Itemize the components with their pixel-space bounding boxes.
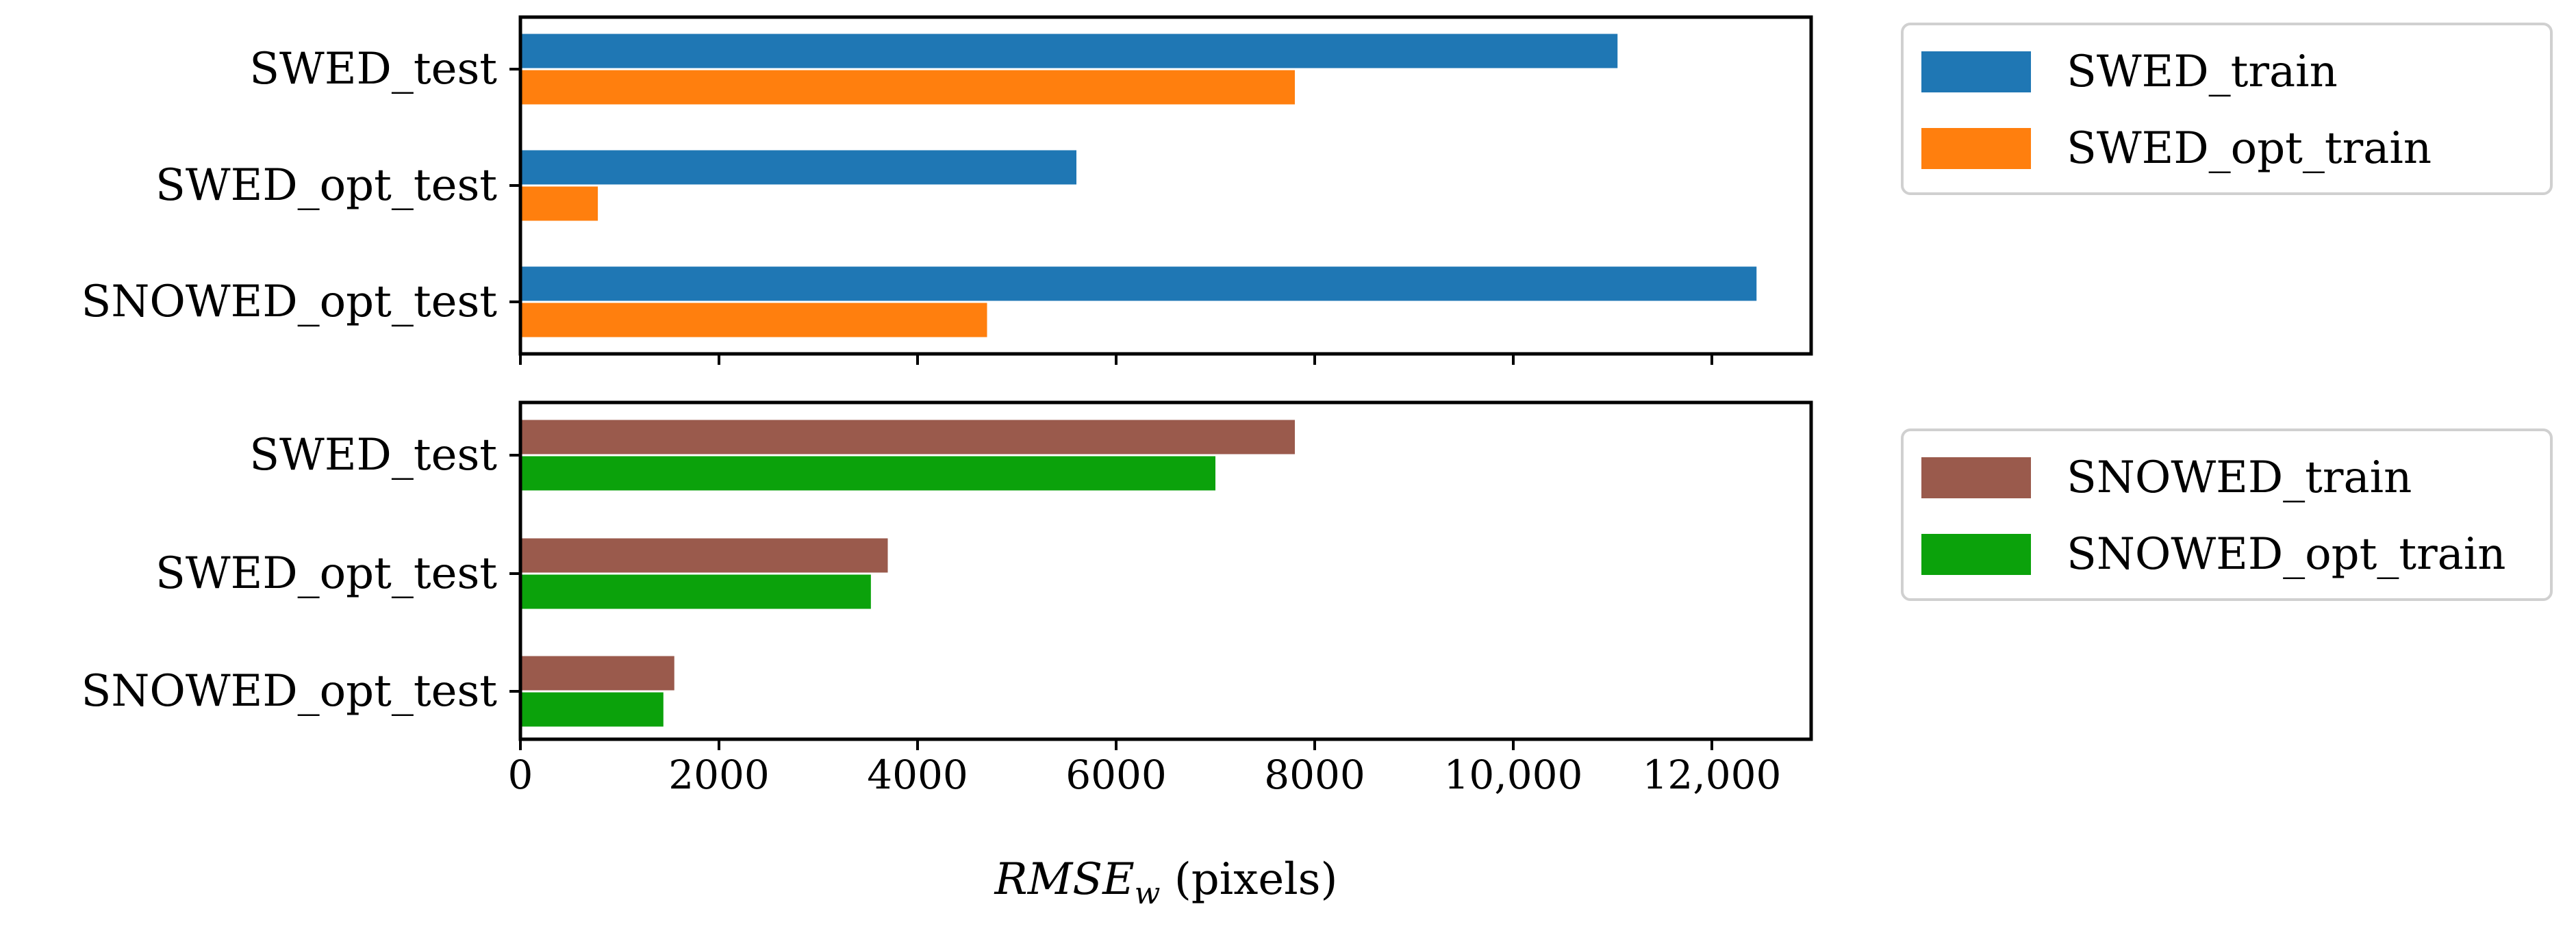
- legend-label-swed-opt-train: SWED_opt_train: [2067, 123, 2432, 174]
- x-tick-label: 2000: [668, 752, 770, 798]
- y-tick-label: SWED_opt_test: [155, 160, 497, 211]
- bar-swed-train-swed-opt-test: [520, 150, 1076, 185]
- legend-label-snowed-train: SNOWED_train: [2067, 452, 2412, 503]
- bar-snowed-train-snowed-opt-test: [520, 656, 674, 691]
- legend: SWED_train SWED_opt_train: [1901, 23, 2553, 195]
- legend-swatch-swed-train: [1921, 51, 2031, 92]
- legend-swatch-snowed-train: [1921, 457, 2031, 498]
- y-tick-label: SWED_opt_test: [155, 548, 497, 599]
- x-tick-label: 4000: [867, 752, 968, 798]
- bar-snowed-train-swed-test: [520, 420, 1295, 454]
- legend-label-swed-train: SWED_train: [2067, 47, 2338, 97]
- bar-snowed-train-swed-opt-test: [520, 538, 888, 573]
- x-axis-label: RMSEw (pixels): [994, 854, 1338, 911]
- bar-swed-opt-train-snowed-opt-test: [520, 303, 987, 337]
- panel-1: SWED_test SWED_opt_test SNOWED_opt_test SWE…: [81, 15, 2553, 356]
- bar-snowed-opt-train-snowed-opt-test: [520, 692, 664, 727]
- x-axis: 0 2000 4000 6000 8000 10,000 12,000: [508, 354, 1782, 798]
- y-tick-label: SWED_test: [249, 430, 497, 481]
- panel-2: SWED_test SWED_opt_test SNOWED_opt_test SNO…: [81, 400, 2553, 741]
- bar-swed-train-snowed-opt-test: [520, 266, 1757, 301]
- bar-snowed-opt-train-swed-opt-test: [520, 574, 871, 609]
- bar-snowed-opt-train-swed-test: [520, 456, 1215, 491]
- x-tick-label: 10,000: [1444, 752, 1583, 798]
- y-tick-label: SNOWED_opt_test: [81, 666, 498, 717]
- legend-frame: [1901, 23, 2553, 195]
- plot-frame: [518, 15, 1813, 356]
- legend-swatch-snowed-opt-train: [1921, 534, 2031, 575]
- bar-swed-train-swed-test: [520, 34, 1618, 68]
- x-tick-label: 12,000: [1643, 752, 1782, 798]
- plot-frame: [518, 400, 1813, 741]
- bar-swed-opt-train-swed-opt-test: [520, 186, 598, 221]
- chart-panels: SWED_testSWED_opt_testSNOWED_opt_testSWE…: [81, 15, 2553, 741]
- x-tick-label: 6000: [1065, 752, 1167, 798]
- x-tick-label: 8000: [1264, 752, 1365, 798]
- y-tick-label: SWED_test: [249, 44, 497, 94]
- legend-swatch-swed-opt-train: [1921, 128, 2031, 169]
- x-tick-label: 0: [508, 752, 533, 798]
- legend: SNOWED_train SNOWED_opt_train: [1901, 428, 2553, 601]
- bar-swed-opt-train-swed-test: [520, 70, 1295, 105]
- legend-frame: [1901, 428, 2553, 601]
- y-tick-label: SNOWED_opt_test: [81, 277, 498, 327]
- legend-label-snowed-opt-train: SNOWED_opt_train: [2067, 529, 2506, 580]
